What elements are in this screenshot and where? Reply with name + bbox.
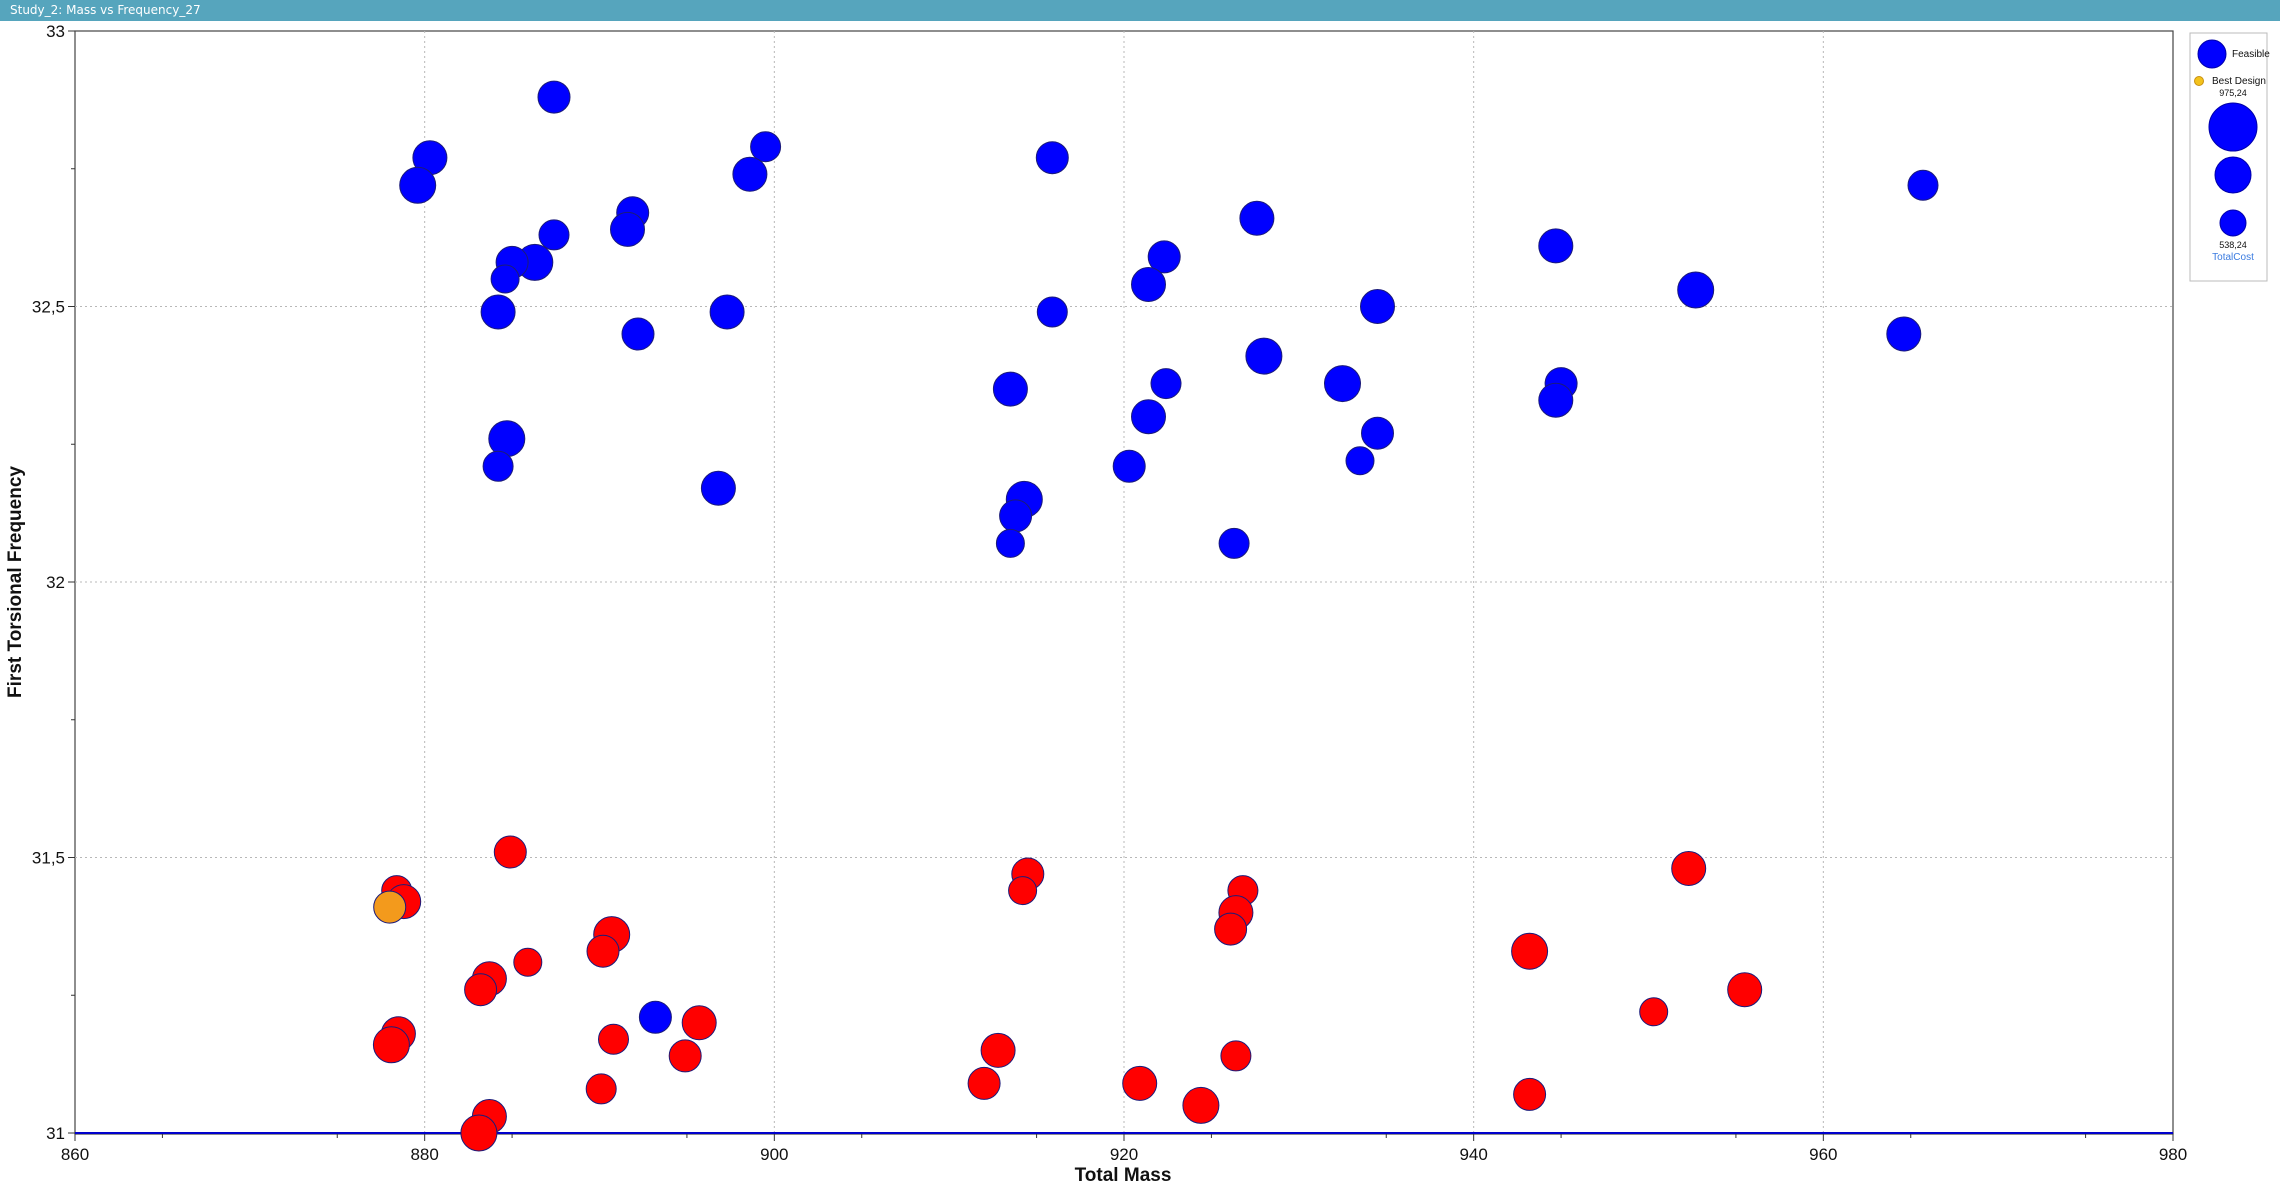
legend-size-large-marker — [2208, 102, 2258, 152]
feasible-point[interactable] — [1147, 240, 1181, 274]
feasible-point[interactable] — [490, 264, 520, 294]
y-tick-label: 32 — [46, 573, 65, 592]
feasible-point[interactable] — [1324, 365, 1361, 403]
infeasible-point[interactable] — [513, 947, 543, 977]
infeasible-point[interactable] — [1513, 1077, 1547, 1111]
feasible-point[interactable] — [482, 450, 514, 482]
feasible-point[interactable] — [1677, 271, 1715, 309]
feasible-point[interactable] — [1150, 368, 1182, 400]
legend-size-max-label: 975,24 — [2219, 88, 2247, 98]
feasible-point[interactable] — [480, 294, 516, 330]
axis-ticks: 860 880 900 920 940 960 980 31 31,5 32 32,5 33 — [32, 22, 2187, 1164]
feasible-point[interactable] — [1360, 289, 1395, 324]
infeasible-point[interactable] — [464, 973, 498, 1007]
y-axis-label: First Torsional Frequency — [5, 466, 26, 698]
x-tick-label: 900 — [760, 1145, 788, 1164]
legend-size-variable[interactable]: TotalCost — [2212, 252, 2254, 263]
infeasible-point[interactable] — [1671, 851, 1707, 886]
feasible-point[interactable] — [621, 317, 655, 351]
infeasible-point[interactable] — [1214, 912, 1248, 946]
infeasible-point[interactable] — [372, 1026, 410, 1064]
feasible-point[interactable] — [995, 528, 1025, 558]
y-tick-label: 31 — [46, 1124, 65, 1143]
legend-size-medium-marker — [2214, 156, 2252, 194]
y-tick-label: 33 — [46, 22, 65, 41]
feasible-point[interactable] — [610, 211, 645, 247]
infeasible-point[interactable] — [586, 934, 620, 968]
infeasible-point[interactable] — [668, 1039, 702, 1073]
infeasible-point[interactable] — [1008, 876, 1038, 906]
infeasible-point[interactable] — [460, 1114, 498, 1152]
feasible-point[interactable] — [537, 80, 571, 114]
x-tick-label: 940 — [1459, 1145, 1487, 1164]
infeasible-point[interactable] — [1220, 1040, 1252, 1072]
legend-feasible-marker — [2197, 39, 2227, 69]
feasible-point[interactable] — [1361, 416, 1394, 450]
infeasible-point[interactable] — [967, 1066, 1001, 1100]
legend-best-label: Best Design — [2212, 76, 2266, 87]
feasible-point[interactable] — [1239, 200, 1275, 236]
feasible-point[interactable] — [999, 499, 1033, 533]
feasible-point[interactable] — [399, 166, 437, 204]
feasible-point[interactable] — [1538, 382, 1574, 418]
feasible-point[interactable] — [1538, 228, 1574, 264]
feasible-point[interactable] — [1907, 169, 1939, 201]
feasible-point[interactable] — [1035, 141, 1069, 175]
scatter-chart[interactable]: 860 880 900 920 940 960 980 31 31,5 32 32,5 33 Tota… — [0, 21, 2280, 1189]
feasible-point[interactable] — [1218, 527, 1250, 559]
window-title: Study_2: Mass vs Frequency_27 — [10, 3, 201, 17]
legend-box — [2189, 32, 2268, 282]
best-design-point[interactable] — [373, 890, 407, 924]
infeasible-point[interactable] — [1727, 972, 1763, 1008]
x-tick-label: 920 — [1110, 1145, 1138, 1164]
feasible-point[interactable] — [638, 1000, 672, 1034]
y-tick-label: 31,5 — [32, 849, 65, 868]
infeasible-point[interactable] — [1182, 1086, 1220, 1124]
legend-feasible-label: Feasible — [2232, 49, 2270, 60]
y-tick-label: 32,5 — [32, 298, 65, 317]
x-tick-label: 980 — [2159, 1145, 2187, 1164]
feasible-point[interactable] — [750, 131, 782, 163]
feasible-point[interactable] — [538, 219, 570, 251]
feasible-point[interactable] — [1131, 267, 1166, 302]
grid-lines — [75, 31, 2173, 1133]
x-axis-label: Total Mass — [1075, 1165, 1172, 1186]
legend-size-small-marker — [2219, 209, 2247, 237]
feasible-point[interactable] — [1345, 446, 1375, 476]
x-tick-label: 860 — [61, 1145, 89, 1164]
infeasible-point[interactable] — [1511, 932, 1549, 970]
infeasible-point[interactable] — [493, 835, 527, 869]
feasible-point[interactable] — [1112, 449, 1146, 483]
legend: Feasible Best Design 975,24 538,24 Total… — [2189, 32, 2270, 282]
x-tick-label: 880 — [410, 1145, 438, 1164]
feasible-point[interactable] — [700, 470, 736, 506]
infeasible-point[interactable] — [1639, 997, 1669, 1027]
feasible-point[interactable] — [709, 294, 745, 330]
infeasible-point[interactable] — [585, 1073, 617, 1105]
infeasible-point[interactable] — [980, 1032, 1016, 1068]
infeasible-point[interactable] — [598, 1023, 629, 1055]
feasible-point[interactable] — [992, 371, 1028, 407]
infeasible-point[interactable] — [1122, 1065, 1158, 1101]
window-title-bar: Study_2: Mass vs Frequency_27 — [0, 0, 2280, 21]
feasible-point[interactable] — [1245, 337, 1283, 375]
legend-size-min-label: 538,24 — [2219, 240, 2247, 250]
x-tick-label: 960 — [1809, 1145, 1837, 1164]
feasible-point[interactable] — [732, 156, 768, 192]
legend-best-marker — [2194, 76, 2204, 86]
feasible-point[interactable] — [1886, 316, 1922, 352]
feasible-point[interactable] — [1131, 399, 1166, 435]
feasible-point[interactable] — [1036, 296, 1068, 328]
data-points[interactable] — [372, 80, 1939, 1152]
infeasible-point[interactable] — [681, 1005, 717, 1041]
